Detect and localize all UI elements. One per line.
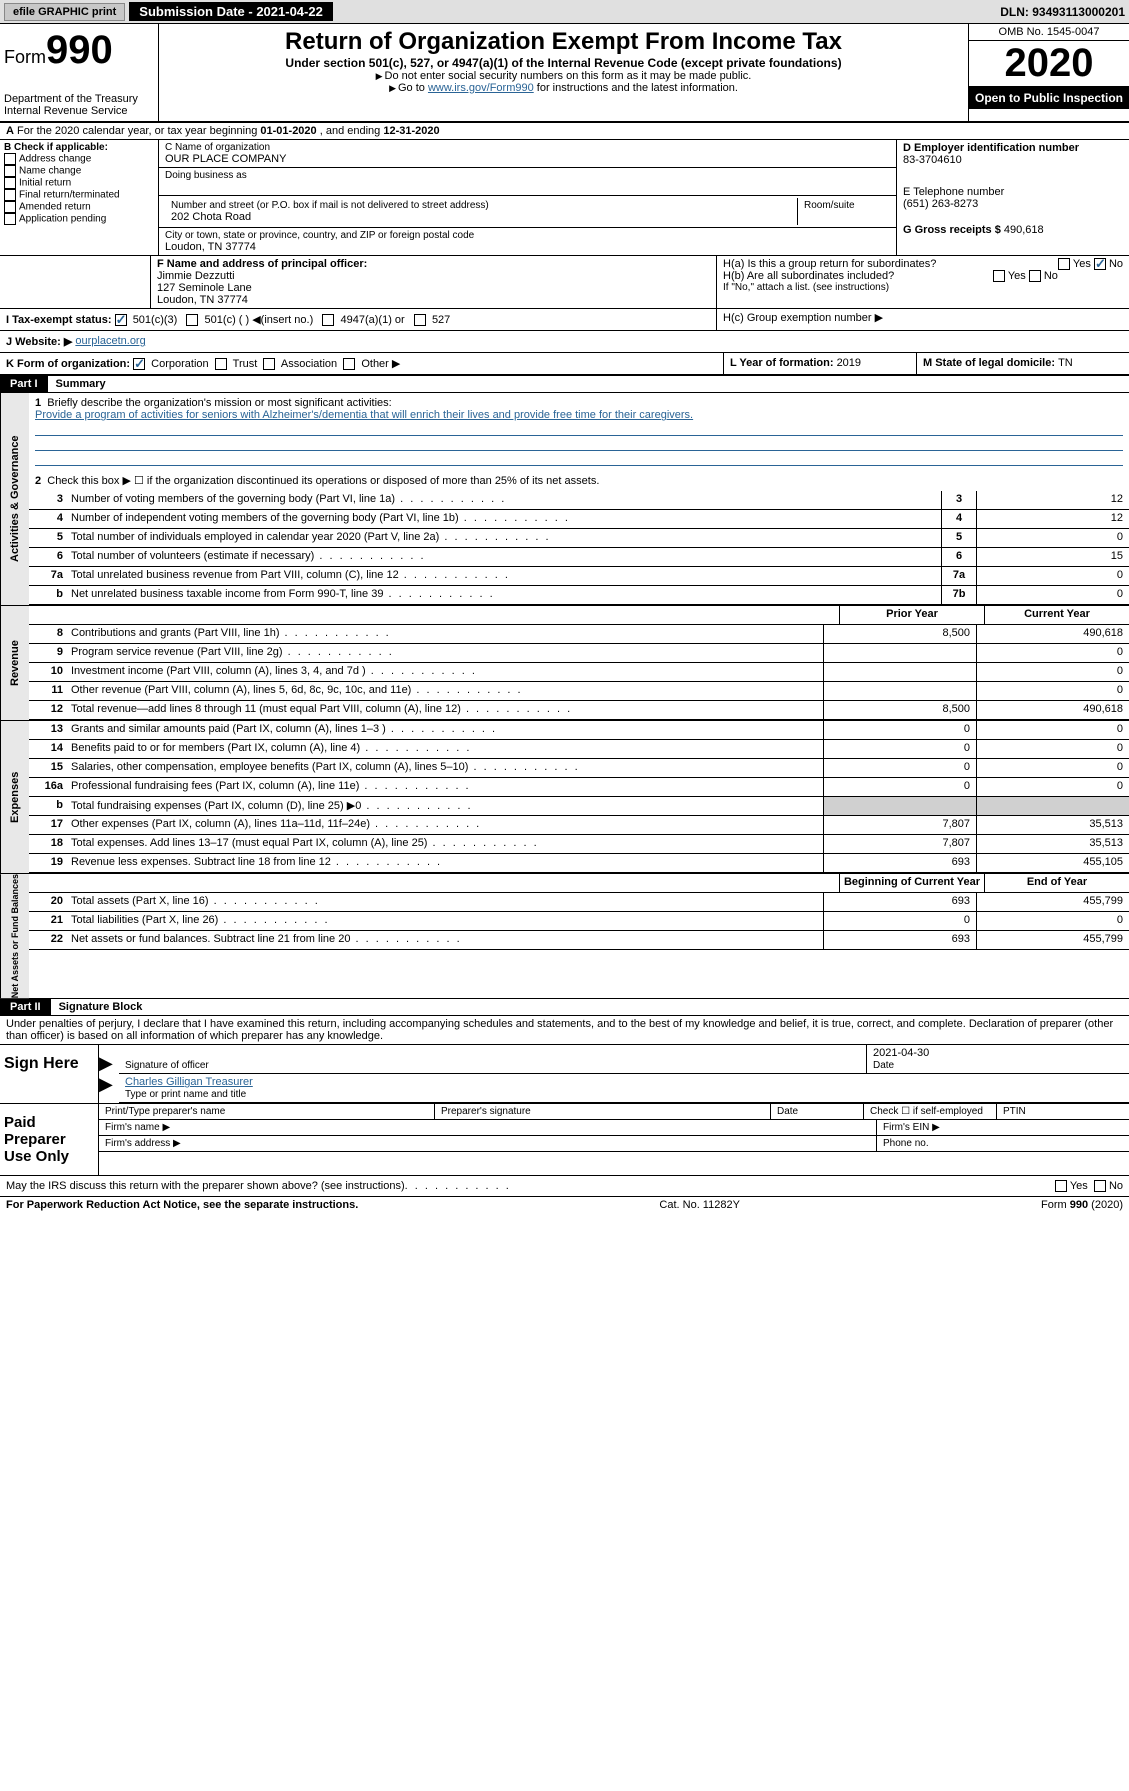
form-header: Form990 Department of the Treasury Inter…: [0, 24, 1129, 123]
line-3: 3 Number of voting members of the govern…: [29, 491, 1129, 510]
line-17: 17 Other expenses (Part IX, column (A), …: [29, 816, 1129, 835]
line-14: 14 Benefits paid to or for members (Part…: [29, 740, 1129, 759]
check-corp[interactable]: [133, 358, 145, 370]
omb-number: OMB No. 1545-0047: [969, 24, 1129, 41]
top-bar: efile GRAPHIC print Submission Date - 20…: [0, 0, 1129, 24]
line-b: b Net unrelated business taxable income …: [29, 586, 1129, 605]
ein-value: 83-3704610: [903, 154, 1123, 166]
checkbox-initial-return[interactable]: [4, 177, 16, 189]
line-4: 4 Number of independent voting members o…: [29, 510, 1129, 529]
line-5: 5 Total number of individuals employed i…: [29, 529, 1129, 548]
box-b-checkboxes: B Check if applicable: Address change Na…: [0, 140, 159, 255]
paid-preparer-section: Paid Preparer Use Only Print/Type prepar…: [0, 1104, 1129, 1176]
line-6: 6 Total number of volunteers (estimate i…: [29, 548, 1129, 567]
section-expenses: Expenses 13 Grants and similar amounts p…: [0, 721, 1129, 874]
checkbox-amended[interactable]: [4, 201, 16, 213]
col-end-year: End of Year: [984, 874, 1129, 892]
vtab-net-assets: Net Assets or Fund Balances: [0, 874, 29, 998]
vtab-expenses: Expenses: [0, 721, 29, 873]
vtab-governance: Activities & Governance: [0, 393, 29, 605]
city-box: City or town, state or province, country…: [159, 228, 896, 255]
row-fh: F Name and address of principal officer:…: [0, 256, 1129, 309]
check-501c[interactable]: [186, 314, 198, 326]
checkbox-address-change[interactable]: [4, 153, 16, 165]
line-b: b Total fundraising expenses (Part IX, c…: [29, 797, 1129, 816]
line-20: 20 Total assets (Part X, line 16) 693 45…: [29, 893, 1129, 912]
dept-label: Department of the Treasury Internal Reve…: [4, 93, 154, 117]
inspection-badge: Open to Public Inspection: [969, 87, 1129, 109]
check-other[interactable]: [343, 358, 355, 370]
checkbox-final-return[interactable]: [4, 189, 16, 201]
note-ssn: Do not enter social security numbers on …: [163, 70, 964, 82]
address-box: Number and street (or P.O. box if mail i…: [165, 198, 798, 225]
row-a-tax-year: A For the 2020 calendar year, or tax yea…: [0, 123, 1129, 140]
vtab-revenue: Revenue: [0, 606, 29, 720]
sign-here-section: Sign Here ▶▶ Signature of officer 2021-0…: [0, 1045, 1129, 1104]
row-i: I Tax-exempt status: 501(c)(3) 501(c) ( …: [0, 309, 1129, 331]
hb-yes[interactable]: [993, 270, 1005, 282]
line-16a: 16a Professional fundraising fees (Part …: [29, 778, 1129, 797]
line-9: 9 Program service revenue (Part VIII, li…: [29, 644, 1129, 663]
form-subtitle: Under section 501(c), 527, or 4947(a)(1)…: [163, 56, 964, 70]
checkbox-application-pending[interactable]: [4, 213, 16, 225]
ha-yes[interactable]: [1058, 258, 1070, 270]
box-d: D Employer identification number 83-3704…: [896, 140, 1129, 255]
tax-year: 2020: [969, 41, 1129, 87]
row-k: K Form of organization: Corporation Trus…: [0, 353, 1129, 376]
phone-value: (651) 263-8273: [903, 198, 1123, 210]
ha-no[interactable]: [1094, 258, 1106, 270]
form990-link[interactable]: www.irs.gov/Form990: [428, 82, 534, 94]
line-18: 18 Total expenses. Add lines 13–17 (must…: [29, 835, 1129, 854]
line-19: 19 Revenue less expenses. Subtract line …: [29, 854, 1129, 873]
col-current-year: Current Year: [984, 606, 1129, 624]
submission-date: Submission Date - 2021-04-22: [129, 2, 333, 21]
line-13: 13 Grants and similar amounts paid (Part…: [29, 721, 1129, 740]
col-begin-year: Beginning of Current Year: [839, 874, 984, 892]
footer: For Paperwork Reduction Act Notice, see …: [0, 1197, 1129, 1213]
mission-text: Provide a program of activities for seni…: [35, 409, 693, 421]
section-net-assets: Net Assets or Fund Balances Beginning of…: [0, 874, 1129, 999]
discuss-yes[interactable]: [1055, 1180, 1067, 1192]
line-8: 8 Contributions and grants (Part VIII, l…: [29, 625, 1129, 644]
check-4947[interactable]: [322, 314, 334, 326]
org-name-box: C Name of organization OUR PLACE COMPANY: [159, 140, 896, 168]
gross-receipts: 490,618: [1004, 224, 1044, 236]
dba-box: Doing business as: [159, 168, 896, 196]
line-22: 22 Net assets or fund balances. Subtract…: [29, 931, 1129, 950]
check-trust[interactable]: [215, 358, 227, 370]
dln: DLN: 93493113000201: [1000, 5, 1125, 19]
hb-no[interactable]: [1029, 270, 1041, 282]
discuss-row: May the IRS discuss this return with the…: [0, 1176, 1129, 1197]
form-title: Return of Organization Exempt From Incom…: [163, 28, 964, 56]
line-10: 10 Investment income (Part VIII, column …: [29, 663, 1129, 682]
website-link[interactable]: ourplacetn.org: [75, 335, 145, 348]
line-21: 21 Total liabilities (Part X, line 26) 0…: [29, 912, 1129, 931]
check-501c3[interactable]: [115, 314, 127, 326]
col-prior-year: Prior Year: [839, 606, 984, 624]
section-revenue: Revenue Prior Year Current Year 8 Contri…: [0, 606, 1129, 721]
part1-header: Part I Summary: [0, 376, 1129, 393]
line-15: 15 Salaries, other compensation, employe…: [29, 759, 1129, 778]
officer-box: F Name and address of principal officer:…: [151, 256, 717, 308]
check-527[interactable]: [414, 314, 426, 326]
line-11: 11 Other revenue (Part VIII, column (A),…: [29, 682, 1129, 701]
check-assoc[interactable]: [263, 358, 275, 370]
note-goto: Go to www.irs.gov/Form990 for instructio…: [163, 82, 964, 94]
box-h: H(a) Is this a group return for subordin…: [717, 256, 1129, 308]
line-12: 12 Total revenue—add lines 8 through 11 …: [29, 701, 1129, 720]
discuss-no[interactable]: [1094, 1180, 1106, 1192]
form-number: Form990: [4, 28, 154, 73]
row-j: J Website: ▶ ourplacetn.org: [0, 331, 1129, 353]
section-activities-governance: Activities & Governance 1 Briefly descri…: [0, 393, 1129, 606]
hc-box: H(c) Group exemption number ▶: [716, 309, 1129, 330]
efile-button[interactable]: efile GRAPHIC print: [4, 3, 125, 21]
section-bcd: B Check if applicable: Address change Na…: [0, 140, 1129, 256]
checkbox-name-change[interactable]: [4, 165, 16, 177]
declaration-text: Under penalties of perjury, I declare th…: [0, 1016, 1129, 1045]
room-suite-box: Room/suite: [798, 198, 890, 225]
line-7a: 7a Total unrelated business revenue from…: [29, 567, 1129, 586]
part2-header: Part II Signature Block: [0, 999, 1129, 1016]
